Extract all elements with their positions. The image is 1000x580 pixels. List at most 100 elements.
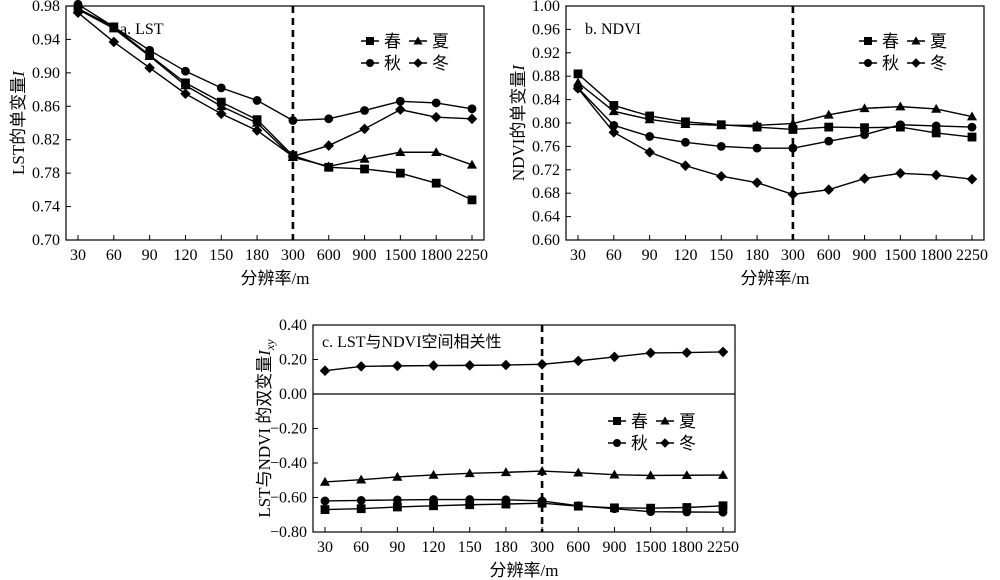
legend-marker xyxy=(613,439,621,447)
data-point xyxy=(252,117,263,127)
data-point xyxy=(752,120,763,130)
data-point xyxy=(645,470,656,480)
data-point xyxy=(356,474,367,484)
data-point xyxy=(682,507,692,517)
x-tick-label: 1800 xyxy=(920,247,952,264)
data-point xyxy=(392,495,402,505)
x-axis-label: 分辨率/m xyxy=(741,269,810,288)
y-tick-label: 0.00 xyxy=(279,386,307,403)
data-point xyxy=(252,96,262,105)
data-point xyxy=(895,101,906,111)
y-tick-label: 0.80 xyxy=(532,115,560,132)
data-point xyxy=(717,346,729,358)
data-point xyxy=(467,195,477,205)
data-point xyxy=(537,496,547,506)
series-line xyxy=(577,88,973,196)
data-point xyxy=(109,22,119,32)
data-point xyxy=(610,504,619,514)
legend-label: 春 xyxy=(631,412,648,431)
data-point xyxy=(930,169,942,181)
y-tick-label: 0.92 xyxy=(532,45,560,62)
data-point xyxy=(680,160,691,171)
data-point xyxy=(144,51,155,60)
data-point xyxy=(319,476,331,486)
x-tick-label: 1800 xyxy=(671,539,703,556)
legend-marker xyxy=(413,58,423,68)
data-point xyxy=(392,360,403,372)
legend-marker xyxy=(366,37,374,45)
y-tick-label: 0.86 xyxy=(32,98,60,115)
data-point xyxy=(359,153,370,163)
legend: 春 夏秋 冬 xyxy=(361,32,449,73)
data-point xyxy=(431,147,442,157)
data-point xyxy=(645,347,656,359)
data-point xyxy=(216,83,226,93)
data-point xyxy=(572,355,584,367)
legend-label: 冬 xyxy=(930,54,947,73)
data-point xyxy=(751,177,763,188)
y-tick-label: 0.74 xyxy=(32,199,60,216)
y-axis-label-symbol: I xyxy=(509,64,528,72)
series-triangle xyxy=(572,77,978,130)
y-tick-label: 0.76 xyxy=(532,138,560,155)
data-point xyxy=(360,164,369,174)
x-tick-label: 2250 xyxy=(707,539,739,556)
x-tick-label: 90 xyxy=(142,247,158,264)
y-tick-label: 0.64 xyxy=(532,209,560,226)
data-point xyxy=(967,122,977,132)
data-point xyxy=(931,121,941,131)
x-tick-label: 120 xyxy=(673,247,697,264)
data-point xyxy=(72,7,84,18)
x-axis-label: 分辨率/m xyxy=(241,269,310,288)
data-point xyxy=(216,101,227,111)
data-point xyxy=(431,178,441,188)
data-point xyxy=(465,500,475,510)
series-line xyxy=(77,8,473,168)
data-point xyxy=(500,467,511,477)
series-circle xyxy=(573,83,977,153)
y-tick-label: 0.78 xyxy=(32,165,60,182)
legend-label: 冬 xyxy=(679,434,696,453)
data-point xyxy=(320,496,330,506)
y-tick-label: 0.40 xyxy=(279,317,307,334)
series-line xyxy=(324,502,724,511)
data-point xyxy=(536,359,548,370)
data-point xyxy=(716,142,726,151)
legend: 春 夏秋 冬 xyxy=(608,412,696,453)
data-point xyxy=(319,365,331,376)
data-point xyxy=(181,66,190,76)
data-point xyxy=(355,361,367,372)
x-tick-label: 30 xyxy=(317,539,333,556)
y-axis-label-symbol: I xyxy=(9,70,28,78)
x-tick-label: 1500 xyxy=(884,247,916,264)
series-circle xyxy=(73,0,477,125)
data-point xyxy=(752,143,762,153)
x-tick-label: 120 xyxy=(173,247,197,264)
y-tick-label: 0.90 xyxy=(32,65,60,82)
x-tick-label: 60 xyxy=(106,247,122,264)
data-point xyxy=(860,123,869,133)
data-point xyxy=(360,106,369,115)
y-axis-label-text: NDVI的单变量 xyxy=(509,71,528,182)
data-point xyxy=(573,467,584,477)
data-point xyxy=(215,108,227,120)
series-line xyxy=(577,82,973,127)
series-diamond xyxy=(72,7,478,162)
data-point xyxy=(859,103,870,113)
data-point xyxy=(824,136,834,146)
data-point xyxy=(680,119,691,128)
y-tick-label: 0.70 xyxy=(32,232,60,249)
data-point xyxy=(715,170,727,182)
data-point xyxy=(466,159,478,169)
legend-marker xyxy=(911,58,921,68)
series-line xyxy=(324,351,724,372)
data-point xyxy=(573,501,583,511)
data-point xyxy=(608,127,620,138)
data-point xyxy=(573,69,583,79)
panel-title: b. NDVI xyxy=(585,21,641,38)
data-point xyxy=(356,496,366,505)
x-tick-label: 30 xyxy=(570,247,586,264)
data-point xyxy=(644,146,655,158)
data-point xyxy=(467,104,477,114)
